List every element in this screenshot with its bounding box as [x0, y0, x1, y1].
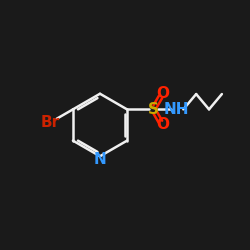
- Text: NH: NH: [164, 102, 189, 117]
- Text: S: S: [148, 102, 159, 117]
- Text: Br: Br: [41, 115, 60, 130]
- Text: O: O: [156, 118, 169, 132]
- Text: O: O: [156, 86, 169, 101]
- Text: N: N: [94, 152, 106, 168]
